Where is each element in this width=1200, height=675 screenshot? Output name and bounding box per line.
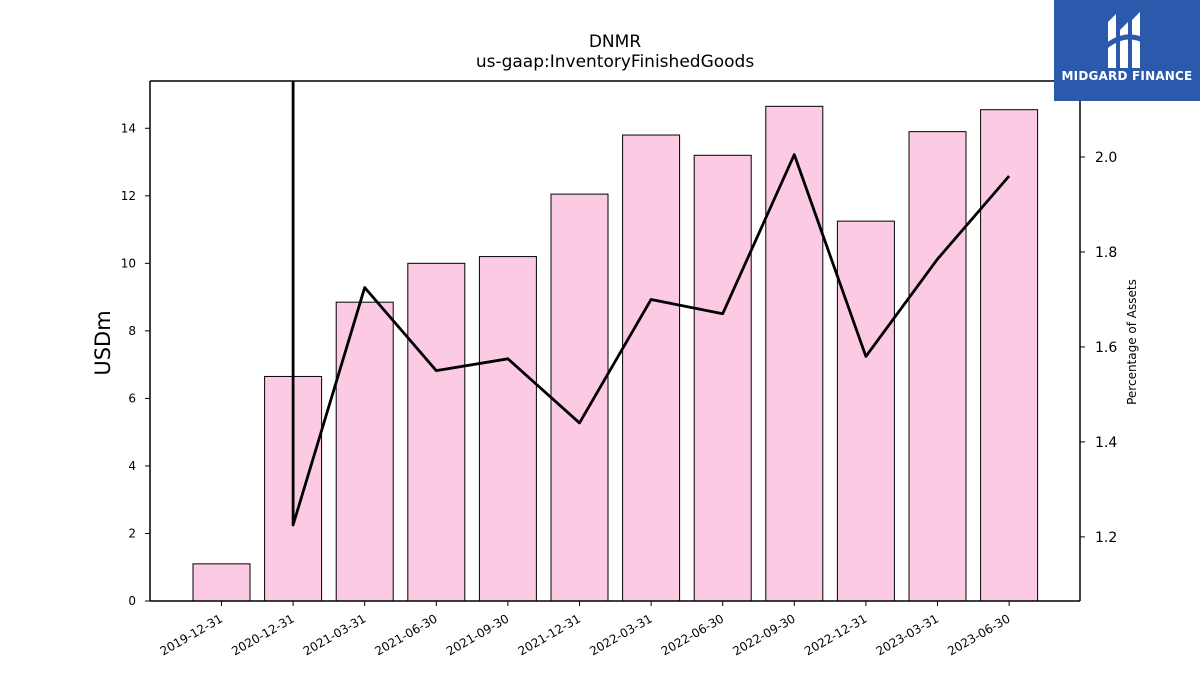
x-tick-label: 2023-06-30 xyxy=(945,611,1012,658)
x-tick-label: 2020-12-31 xyxy=(229,611,296,658)
x-tick-label: 2021-06-30 xyxy=(372,611,439,658)
right-tick-label: 2.0 xyxy=(1095,150,1117,166)
x-tick-label: 2019-12-31 xyxy=(158,611,225,658)
midgard-finance-logo: MIDGARD FINANCE xyxy=(1054,0,1200,101)
bar xyxy=(335,301,394,602)
x-tick-label: 2021-09-30 xyxy=(444,611,511,658)
left-tick-label: 0 xyxy=(128,594,136,608)
right-tick-label: 1.8 xyxy=(1095,245,1117,261)
x-tick-label: 2023-03-31 xyxy=(874,611,941,658)
x-tick-label: 2022-12-31 xyxy=(802,611,869,658)
left-tick-label: 12 xyxy=(121,189,136,203)
left-tick-label: 10 xyxy=(121,256,136,270)
bar xyxy=(622,134,681,602)
x-tick-label: 2022-06-30 xyxy=(659,611,726,658)
left-tick-label: 6 xyxy=(128,391,136,405)
x-tick-label: 2022-09-30 xyxy=(730,611,797,658)
bar xyxy=(192,563,251,602)
x-tick-label: 2021-12-31 xyxy=(516,611,583,658)
right-axis-label: Percentage of Assets xyxy=(1125,279,1139,405)
logo-text: MIDGARD FINANCE xyxy=(1061,69,1193,83)
bar xyxy=(836,220,895,602)
left-tick-label: 4 xyxy=(128,459,136,473)
left-tick-label: 8 xyxy=(128,324,136,338)
bar xyxy=(980,109,1039,602)
bar xyxy=(478,256,537,602)
series-line xyxy=(291,81,1011,527)
chart-title: DNMR xyxy=(588,32,642,52)
bar xyxy=(550,193,609,602)
chart-subtitle: us-gaap:InventoryFinishedGoods xyxy=(475,52,755,72)
right-tick-label: 1.6 xyxy=(1095,340,1117,356)
left-tick-label: 14 xyxy=(121,121,136,135)
logo-mark-icon xyxy=(1102,12,1152,68)
right-tick-label: 1.2 xyxy=(1095,530,1117,546)
x-tick-label: 2021-03-31 xyxy=(301,611,368,658)
bar xyxy=(407,262,466,602)
right-tick-label: 1.4 xyxy=(1095,435,1117,451)
left-axis-label: USDm xyxy=(91,310,115,375)
bar xyxy=(765,105,824,602)
bar xyxy=(693,154,752,602)
bar xyxy=(908,131,967,602)
x-tick-label: 2022-03-31 xyxy=(587,611,654,658)
left-tick-label: 2 xyxy=(128,526,136,540)
